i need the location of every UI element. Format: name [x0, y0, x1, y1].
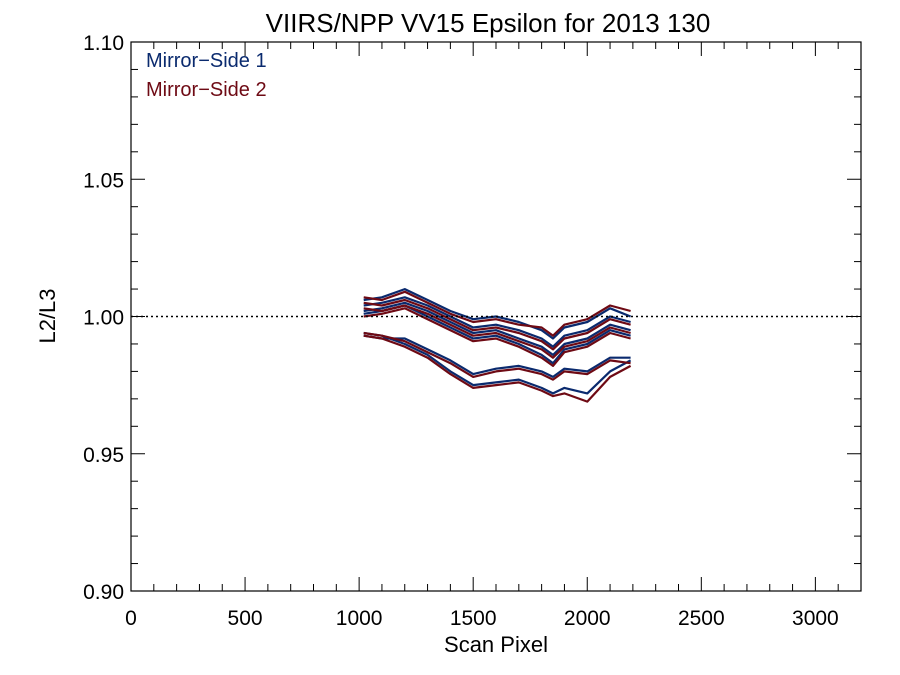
series-line-mirror-side-1-3	[363, 301, 631, 356]
x-axis-label: Scan Pixel	[444, 632, 548, 657]
x-tick-label: 1500	[450, 607, 497, 630]
series-line-mirror-side-2-10	[363, 307, 631, 367]
x-tick-label: 2500	[678, 607, 725, 630]
series-layer	[363, 288, 632, 403]
plot-frame	[130, 41, 862, 592]
legend-entry-mirror-side-1: Mirror−Side 1	[146, 50, 267, 72]
series-line-mirror-side-2-11	[363, 334, 632, 403]
y-tick-label: 1.05	[83, 169, 124, 192]
series-line-mirror-side-1-5	[363, 331, 632, 395]
series-line-mirror-side-1-6	[363, 334, 631, 378]
x-tick-label: 0	[125, 607, 137, 630]
series-line-mirror-side-1-1	[363, 288, 632, 340]
x-tick-label: 500	[228, 607, 263, 630]
y-tick-label: 1.10	[83, 32, 124, 55]
series-line-mirror-side-2-9	[363, 304, 631, 359]
x-tick-label: 1000	[336, 607, 383, 630]
chart-title: VIIRS/NPP VV15 Epsilon for 2013 130	[266, 8, 711, 38]
tick-layer: 0 500 1000 1500 2000 2500 3000 0.90 0.95 1.00 1.05…	[83, 32, 861, 630]
series-line-mirror-side-2-7	[363, 290, 631, 337]
legend-entry-mirror-side-2: Mirror−Side 2	[146, 79, 267, 101]
series-line-mirror-side-1-2	[363, 296, 631, 348]
y-axis-label: L2/L3	[35, 288, 60, 343]
x-tick-label: 3000	[792, 607, 839, 630]
series-line-mirror-side-2-8	[363, 298, 631, 351]
x-tick-label: 2000	[564, 607, 611, 630]
y-tick-label: 0.90	[83, 581, 124, 604]
legend: Mirror−Side 1 Mirror−Side 2	[146, 50, 267, 101]
y-tick-label: 0.95	[83, 444, 124, 467]
series-line-mirror-side-2-12	[363, 331, 631, 381]
y-tick-label: 1.00	[83, 307, 124, 330]
